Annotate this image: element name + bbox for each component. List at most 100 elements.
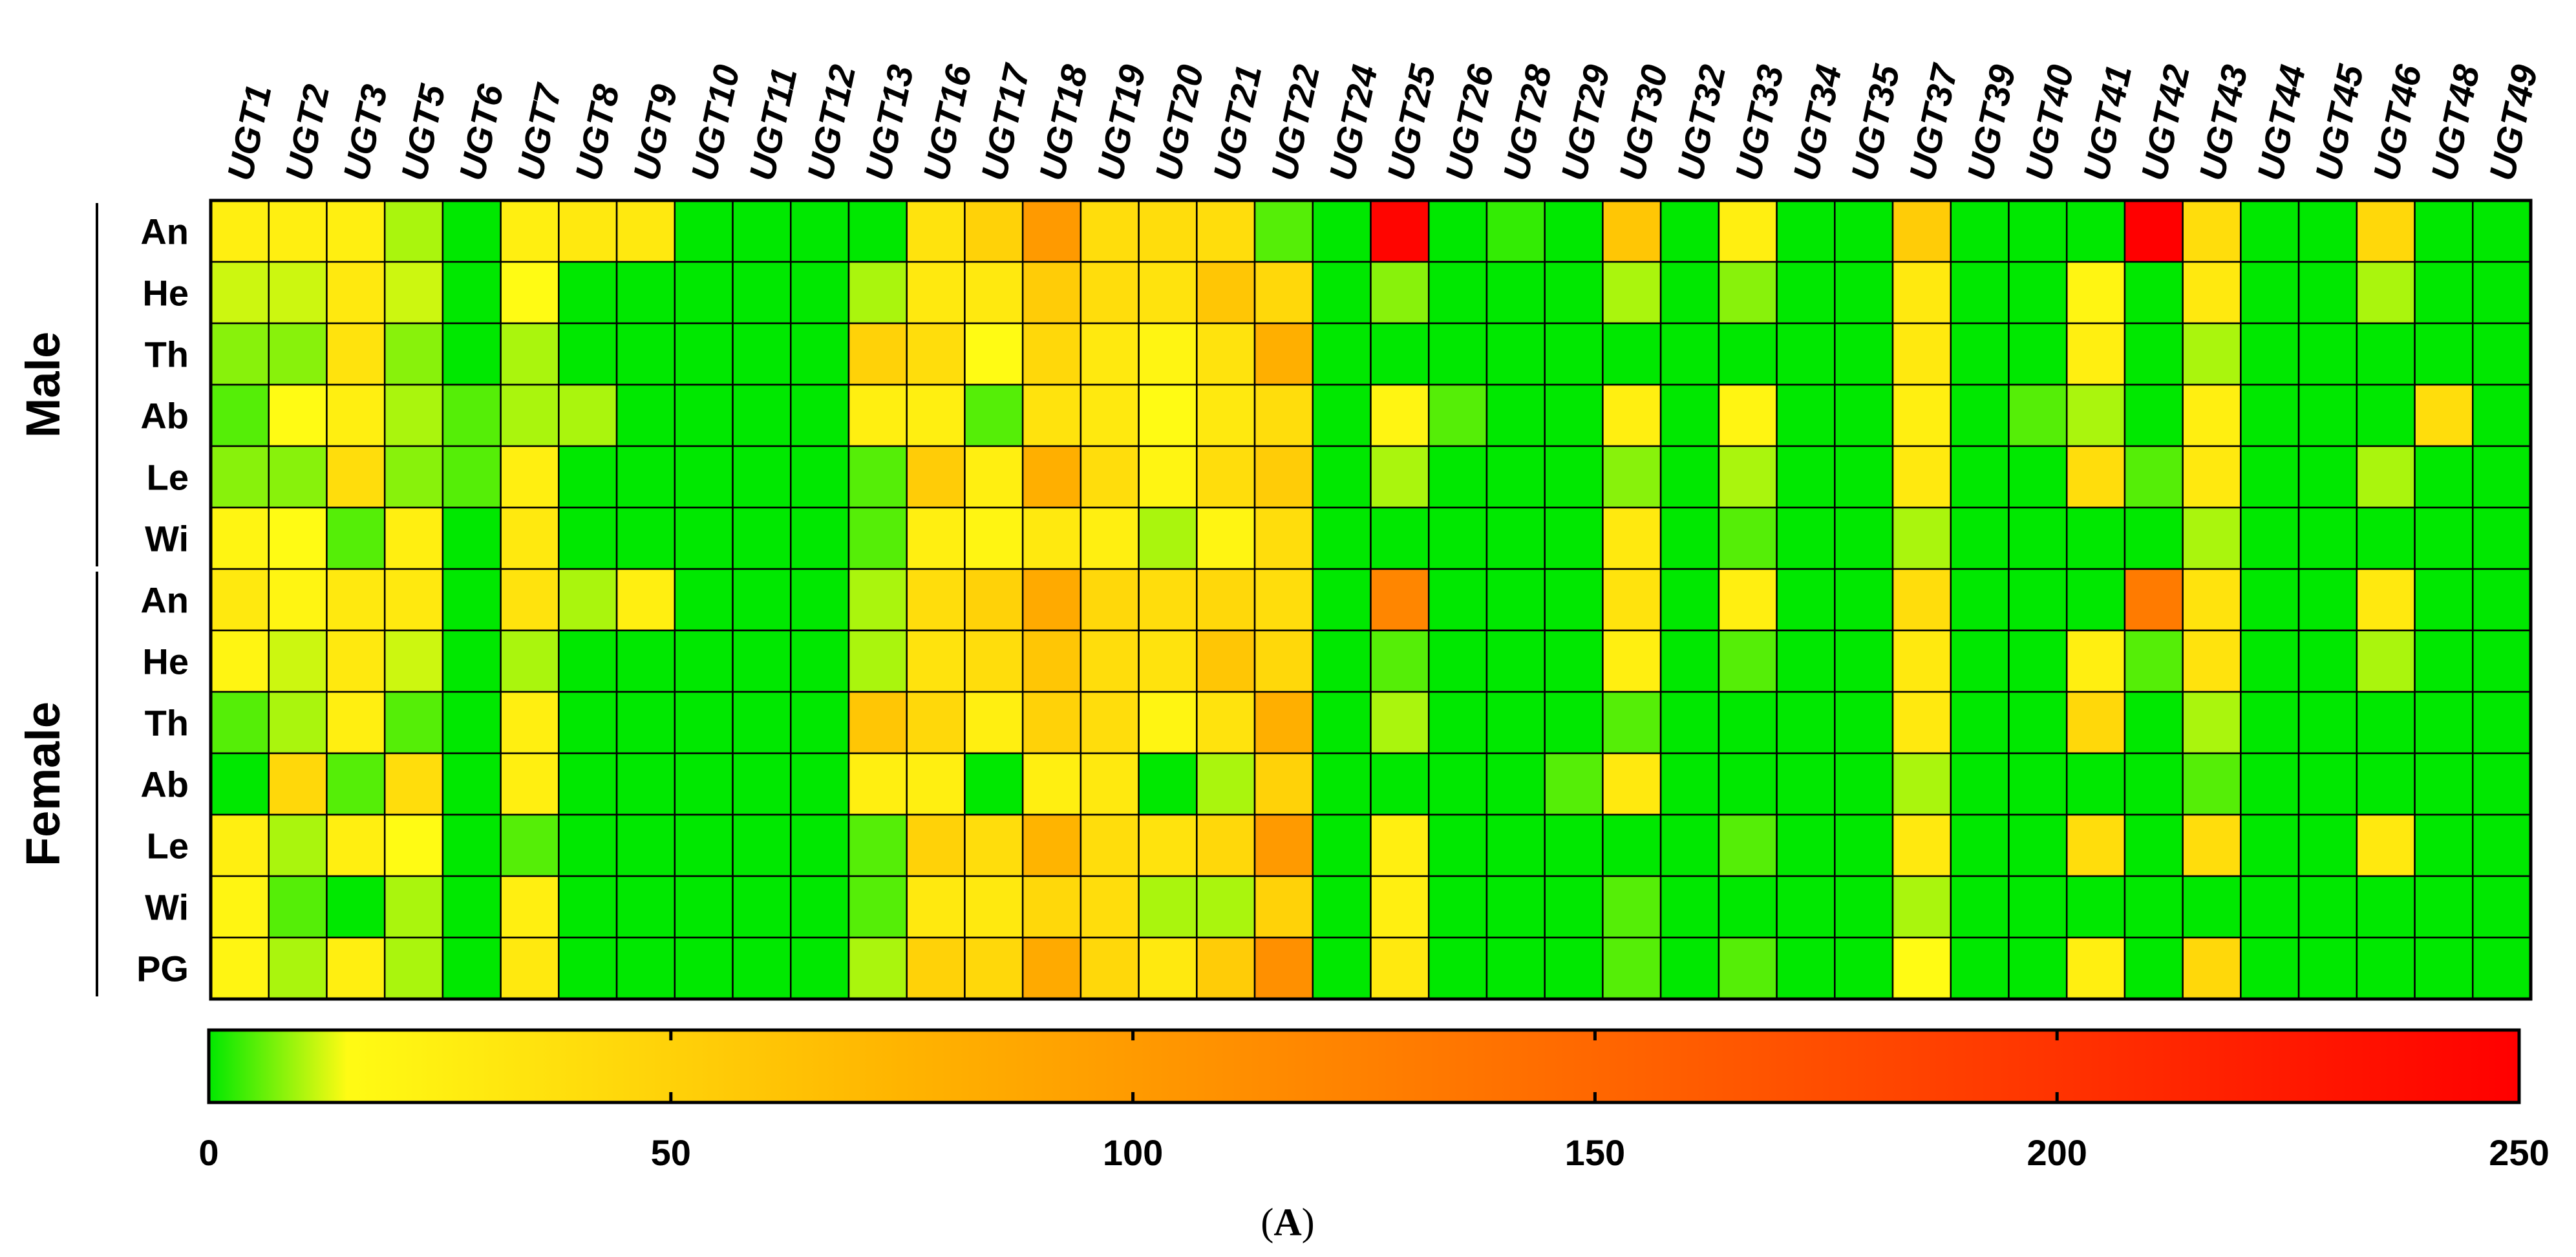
heatmap-cell <box>383 261 444 325</box>
heatmap-cell <box>2124 506 2184 570</box>
heatmap-cell <box>1659 629 1720 693</box>
heatmap-cell <box>1485 506 1546 570</box>
heatmap-cell <box>1950 691 2010 755</box>
heatmap-cell <box>847 813 908 877</box>
heatmap-cell <box>1370 568 1430 632</box>
heatmap-cell <box>615 383 676 447</box>
heatmap-cell <box>2414 322 2474 386</box>
heatmap-cell <box>2008 261 2068 325</box>
heatmap-cell <box>209 506 270 570</box>
column-label-ugt30: UGT30 <box>1611 61 1675 184</box>
heatmap-cell <box>2414 199 2474 263</box>
heatmap-cell <box>1602 568 1662 632</box>
row-label-female-he: He <box>142 641 189 682</box>
heatmap-cell <box>1312 445 1372 509</box>
heatmap-cell <box>2297 691 2358 755</box>
heatmap-cell <box>732 506 792 570</box>
heatmap-cell <box>615 506 676 570</box>
heatmap-cell <box>2297 383 2358 447</box>
heatmap-cell <box>2356 875 2416 939</box>
heatmap-cell <box>2414 691 2474 755</box>
heatmap-cell <box>558 506 618 570</box>
heatmap-cell <box>2472 383 2532 447</box>
heatmap-cell <box>1659 322 1720 386</box>
heatmap-cell <box>500 813 560 877</box>
heatmap-cell <box>558 875 618 939</box>
heatmap-cell <box>209 199 270 263</box>
heatmap-cell <box>1253 875 1314 939</box>
heatmap-frame <box>209 199 2533 1001</box>
heatmap-cell <box>326 936 386 1000</box>
heatmap-cell <box>2182 629 2242 693</box>
column-label-ugt29: UGT29 <box>1553 61 1617 184</box>
column-label-ugt45: UGT45 <box>2307 61 2371 184</box>
column-label-ugt48: UGT48 <box>2423 61 2487 184</box>
heatmap-cell <box>790 383 850 447</box>
column-label-ugt22: UGT22 <box>1263 61 1327 184</box>
heatmap-cell <box>1485 813 1546 877</box>
heatmap-cell <box>268 383 328 447</box>
heatmap-cell <box>326 506 386 570</box>
heatmap-cell <box>2182 322 2242 386</box>
heatmap-cell <box>1718 322 1778 386</box>
heatmap-cell <box>2124 261 2184 325</box>
heatmap-cell <box>2008 383 2068 447</box>
heatmap-grid <box>209 199 2533 1001</box>
column-label-ugt1: UGT1 <box>219 81 279 184</box>
heatmap-cell <box>2065 261 2126 325</box>
heatmap-cell <box>442 813 502 877</box>
heatmap-cell <box>1080 691 1140 755</box>
heatmap-cell <box>2065 445 2126 509</box>
heatmap-cell <box>209 752 270 816</box>
heatmap-cell <box>790 506 850 570</box>
heatmap-cell <box>209 261 270 325</box>
heatmap-cell <box>383 752 444 816</box>
heatmap-cell <box>1312 199 1372 263</box>
heatmap-cell <box>1544 506 1604 570</box>
heatmap-cell <box>906 445 966 509</box>
heatmap-cell <box>732 875 792 939</box>
heatmap-cell <box>1138 445 1198 509</box>
heatmap-cell <box>442 383 502 447</box>
heatmap-cell <box>2472 936 2532 1000</box>
heatmap-cell <box>1891 752 1952 816</box>
heatmap-cell <box>1312 936 1372 1000</box>
heatmap-cell <box>2008 199 2068 263</box>
heatmap-cell <box>1370 506 1430 570</box>
column-label-ugt26: UGT26 <box>1437 61 1501 184</box>
row-label-male-an: An <box>140 211 189 252</box>
heatmap-cell <box>1544 568 1604 632</box>
column-label-ugt40: UGT40 <box>2017 61 2081 184</box>
heatmap-cell <box>383 813 444 877</box>
heatmap-cell <box>674 261 734 325</box>
column-label-ugt16: UGT16 <box>915 61 979 184</box>
heatmap-cell <box>383 322 444 386</box>
heatmap-cell <box>1950 506 2010 570</box>
heatmap-cell <box>442 445 502 509</box>
heatmap-cell <box>1834 752 1894 816</box>
heatmap-cell <box>1659 875 1720 939</box>
heatmap-cell <box>2124 629 2184 693</box>
heatmap-cell <box>2124 199 2184 263</box>
column-label-ugt18: UGT18 <box>1031 61 1095 184</box>
heatmap-cell <box>2472 813 2532 877</box>
heatmap-cell <box>1196 506 1256 570</box>
heatmap-cell <box>1776 383 1836 447</box>
heatmap-cell <box>2356 629 2416 693</box>
heatmap-cell <box>1138 875 1198 939</box>
heatmap-cell <box>1138 752 1198 816</box>
heatmap-cell <box>790 752 850 816</box>
heatmap-cell <box>2414 506 2474 570</box>
column-label-ugt32: UGT32 <box>1669 61 1733 184</box>
heatmap-cell <box>2008 506 2068 570</box>
heatmap-cell <box>2356 752 2416 816</box>
heatmap-cell <box>1602 813 1662 877</box>
heatmap-cell <box>732 691 792 755</box>
heatmap-cell <box>2356 322 2416 386</box>
heatmap-cell <box>1370 629 1430 693</box>
heatmap-cell <box>1544 752 1604 816</box>
heatmap-cell <box>674 936 734 1000</box>
heatmap-cell <box>383 875 444 939</box>
heatmap-cell <box>1370 261 1430 325</box>
heatmap-cell <box>2008 322 2068 386</box>
